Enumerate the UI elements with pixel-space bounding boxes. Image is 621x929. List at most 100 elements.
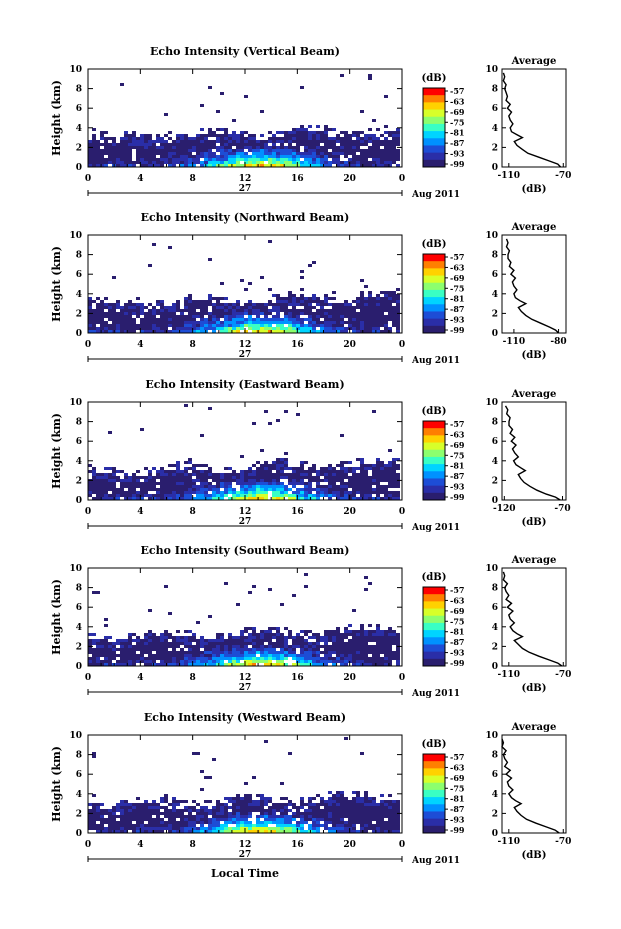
heatmap-cell [184, 639, 188, 642]
heatmap-cell [204, 812, 208, 815]
heatmap-cell [280, 485, 284, 488]
heatmap-cell [296, 155, 300, 158]
heatmap-cell [208, 324, 212, 327]
heatmap-cell [384, 155, 388, 158]
heatmap-cell [344, 651, 348, 654]
heatmap-cell [108, 330, 112, 333]
heatmap-cell [148, 824, 152, 827]
heatmap-cell [136, 152, 140, 155]
heatmap-cell [256, 327, 260, 330]
x-tick-label: 12 [239, 340, 252, 350]
heatmap-cell [124, 654, 128, 657]
heatmap-cell [160, 657, 164, 660]
heatmap-cell [392, 158, 396, 161]
heatmap-cell [260, 821, 264, 824]
heatmap-cell [384, 827, 388, 830]
heatmap-cell [292, 327, 296, 330]
heatmap-cell [264, 464, 268, 467]
heatmap-cell [276, 461, 280, 464]
heatmap-cell [336, 497, 340, 500]
heatmap-cell [96, 318, 100, 321]
heatmap-cell [180, 134, 184, 137]
heatmap-cell [192, 479, 196, 482]
heatmap-cell [364, 797, 368, 800]
heatmap-cell [248, 327, 252, 330]
heatmap-cell [344, 642, 348, 645]
profile-y-tick-label: 4 [492, 790, 498, 800]
heatmap-cell [304, 158, 308, 161]
heatmap-cell [88, 143, 92, 146]
heatmap-cell [272, 303, 276, 306]
heatmap-cell [300, 330, 304, 333]
heatmap-cell [120, 485, 124, 488]
heatmap-cell [96, 651, 100, 654]
heatmap-cell [176, 467, 180, 470]
heatmap-cell [248, 827, 252, 830]
heatmap-cell [144, 143, 148, 146]
heatmap-cell [368, 803, 372, 806]
heatmap-cell [172, 149, 176, 152]
heatmap-cell [152, 824, 156, 827]
heatmap-cell [156, 473, 160, 476]
heatmap-cell [232, 152, 236, 155]
heatmap-cell [196, 155, 200, 158]
heatmap-cell [300, 476, 304, 479]
heatmap-cell [268, 327, 272, 330]
heatmap-cell [384, 125, 388, 128]
heatmap-cell [392, 642, 396, 645]
heatmap-cell [284, 488, 288, 491]
heatmap-cell [328, 315, 332, 318]
heatmap-cell [368, 651, 372, 654]
y-tick-label: 10 [69, 65, 82, 75]
heatmap-cell [276, 464, 280, 467]
heatmap-cell [108, 648, 112, 651]
heatmap-cell [228, 327, 232, 330]
colorbar-tick-label: -63 [450, 429, 465, 439]
profile-frame [501, 68, 567, 168]
heatmap-cell [320, 660, 324, 663]
heatmap-cell [256, 491, 260, 494]
heatmap-cell [260, 482, 264, 485]
heatmap-cell [88, 149, 92, 152]
heatmap-cell [100, 149, 104, 152]
heatmap-cell [308, 797, 312, 800]
heatmap-cell [240, 279, 244, 282]
heatmap-cell [92, 654, 96, 657]
heatmap-cell [352, 488, 356, 491]
heatmap-cell [284, 164, 288, 167]
heatmap-cell [292, 128, 296, 131]
heatmap-cell [380, 155, 384, 158]
heatmap-cell [196, 488, 200, 491]
heatmap-cell [164, 155, 168, 158]
heatmap-cell [108, 482, 112, 485]
heatmap-cell [204, 303, 208, 306]
date-label: Aug 2011 [411, 856, 460, 866]
heatmap-cell [292, 485, 296, 488]
heatmap-cell [376, 497, 380, 500]
heatmap-cell [204, 800, 208, 803]
heatmap-cell [212, 827, 216, 830]
colorbar-swatch [423, 818, 445, 827]
heatmap-cell [132, 309, 136, 312]
heatmap-cell [284, 494, 288, 497]
heatmap-cell [352, 131, 356, 134]
heatmap-cell [372, 158, 376, 161]
heatmap-cell [100, 645, 104, 648]
heatmap-cell [260, 110, 264, 113]
heatmap-cell [140, 476, 144, 479]
heatmap-cell [224, 642, 228, 645]
heatmap-cell [192, 830, 196, 833]
heatmap-cell [236, 476, 240, 479]
heatmap-cell [248, 134, 252, 137]
heatmap-cell [364, 473, 368, 476]
heatmap-cell [104, 639, 108, 642]
heatmap-cell [116, 161, 120, 164]
heatmap-cell [328, 312, 332, 315]
heatmap-cell [96, 591, 100, 594]
heatmap-cell [236, 603, 240, 606]
heatmap-cell [164, 482, 168, 485]
heatmap-cell [184, 645, 188, 648]
heatmap-cell [328, 636, 332, 639]
heatmap-cell [240, 797, 244, 800]
heatmap-cell [348, 137, 352, 140]
